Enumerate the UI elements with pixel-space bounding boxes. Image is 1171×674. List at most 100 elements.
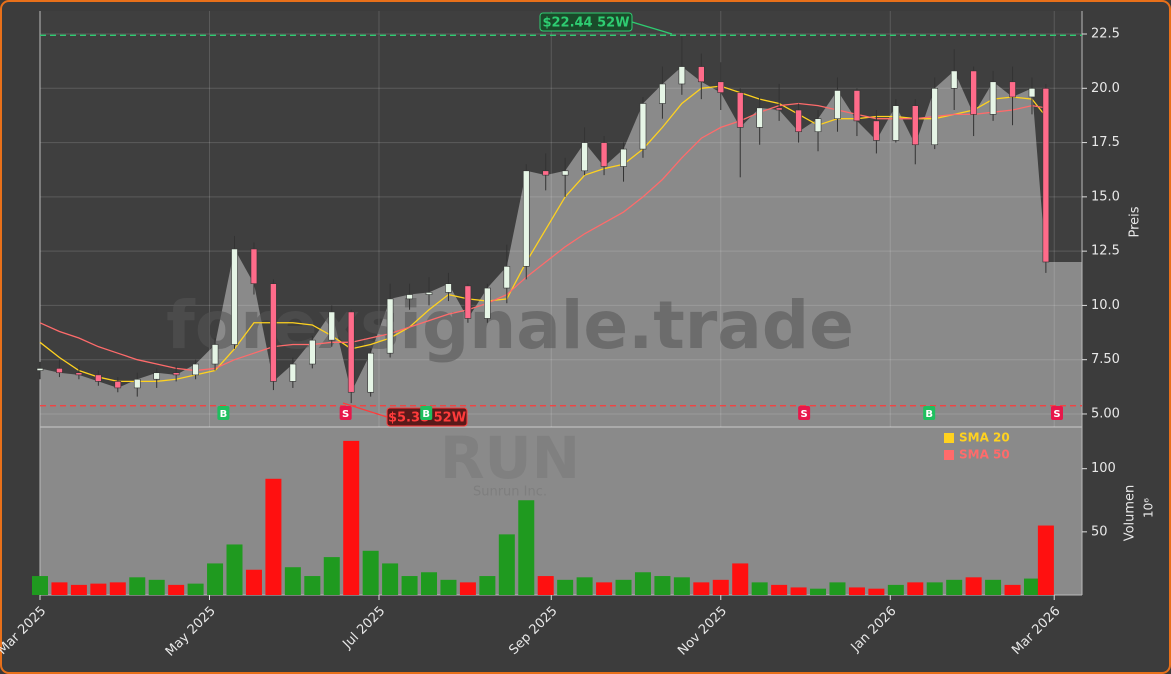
candle-body (445, 283, 452, 293)
candle-body (192, 363, 199, 376)
volume-bar (226, 544, 243, 595)
signal-marker (798, 406, 811, 420)
y-tick-label: 12.5 (1091, 244, 1120, 259)
y-tick-label: 15.0 (1091, 189, 1120, 204)
volume-bar (732, 563, 749, 595)
candle-body (659, 83, 666, 104)
candle-body (289, 363, 297, 382)
candle-body (620, 148, 627, 167)
candle-body (717, 81, 725, 93)
candle-body (639, 103, 647, 150)
candle-body (406, 294, 413, 300)
candle-body (56, 368, 63, 374)
candle-body (542, 170, 550, 176)
candle-body (795, 109, 802, 133)
volume-bar (32, 576, 48, 595)
signal-marker (420, 406, 433, 420)
signal-marker (339, 406, 352, 420)
candle-body (464, 285, 472, 319)
candle-body (756, 107, 763, 128)
volume-bar (965, 577, 982, 595)
candle-body (581, 142, 588, 172)
y-tick-label: 10.0 (1091, 298, 1120, 313)
volume-bar (771, 584, 788, 595)
signal-marker (217, 406, 230, 420)
legend-label: SMA 50 (959, 448, 1010, 462)
volume-bar (440, 579, 457, 595)
symbol-watermark: RUN (440, 424, 580, 492)
candle-body (931, 87, 939, 146)
candle-body (386, 298, 394, 354)
candle-body (892, 105, 900, 141)
volume-bar (634, 572, 651, 595)
candle-body (950, 70, 958, 89)
y-tick-label: 22.5 (1091, 27, 1120, 42)
company-watermark: Sunrun Inc. (473, 485, 547, 500)
volume-bar (810, 588, 827, 595)
volume-bar (868, 588, 885, 595)
volume-bar (557, 579, 574, 595)
legend-swatch (944, 450, 954, 460)
volume-bar (323, 557, 340, 595)
volume-bar (51, 582, 68, 595)
legend-swatch (944, 433, 954, 443)
volume-bar (382, 563, 399, 595)
candle-body (561, 170, 569, 176)
candle-body (367, 352, 374, 393)
candle-body (270, 283, 277, 382)
watermark: forexsignale.trade (166, 287, 854, 364)
sma-line (39, 102, 1046, 372)
candle-body (698, 66, 705, 83)
volume-bar (518, 500, 535, 595)
volume-bar (848, 587, 865, 595)
volume-bar (304, 576, 321, 595)
volume-bar (1004, 584, 1021, 595)
candle-body (873, 120, 880, 141)
volume-bar (673, 577, 690, 595)
volume-bar (790, 587, 807, 595)
volume-bar (751, 582, 768, 595)
signal-label: B (422, 409, 430, 420)
volume-bar (907, 582, 924, 595)
volume-bar (459, 582, 476, 595)
candle-body (1042, 87, 1050, 263)
annotation-arrow (631, 21, 673, 35)
candle-body (36, 368, 44, 371)
y2-tick-label: 100 (1091, 461, 1116, 476)
volume-bar (693, 582, 710, 595)
candle-body (775, 107, 783, 111)
volume-bar (187, 583, 204, 595)
candle-body (153, 372, 161, 380)
volume-bar (946, 579, 963, 595)
volume-bar (421, 572, 438, 595)
volume-bar (168, 584, 185, 595)
candle-body (250, 248, 258, 285)
volume-bar (576, 577, 593, 595)
y-axis-label: Preis (1128, 206, 1143, 237)
candle-body (503, 266, 511, 289)
signal-label: B (925, 409, 933, 420)
y2-axis-unit: 10⁶ (1142, 498, 1156, 518)
candle-body (133, 378, 141, 389)
volume-bar (265, 478, 282, 595)
volume-bar (90, 583, 107, 595)
volume-bar (596, 582, 613, 595)
volume-bar (479, 576, 496, 595)
volume-bar (284, 567, 301, 595)
candle-body (95, 374, 102, 382)
candle-body (172, 372, 180, 376)
y2-tick-label: 50 (1091, 524, 1108, 539)
candle-body (814, 118, 822, 133)
legend-label: SMA 20 (959, 431, 1010, 445)
annotation-label: $22.44 52W (542, 16, 629, 31)
signal-label: S (342, 409, 349, 420)
signal-label: S (1053, 409, 1060, 420)
candle-body (1028, 87, 1036, 98)
candle-body (970, 70, 977, 115)
volume-bar (343, 440, 360, 595)
volume-bar (712, 579, 729, 595)
volume-bar (1037, 525, 1054, 595)
candle-body (75, 372, 83, 376)
y-tick-label: 5.00 (1091, 406, 1120, 421)
candle-body (484, 287, 491, 319)
